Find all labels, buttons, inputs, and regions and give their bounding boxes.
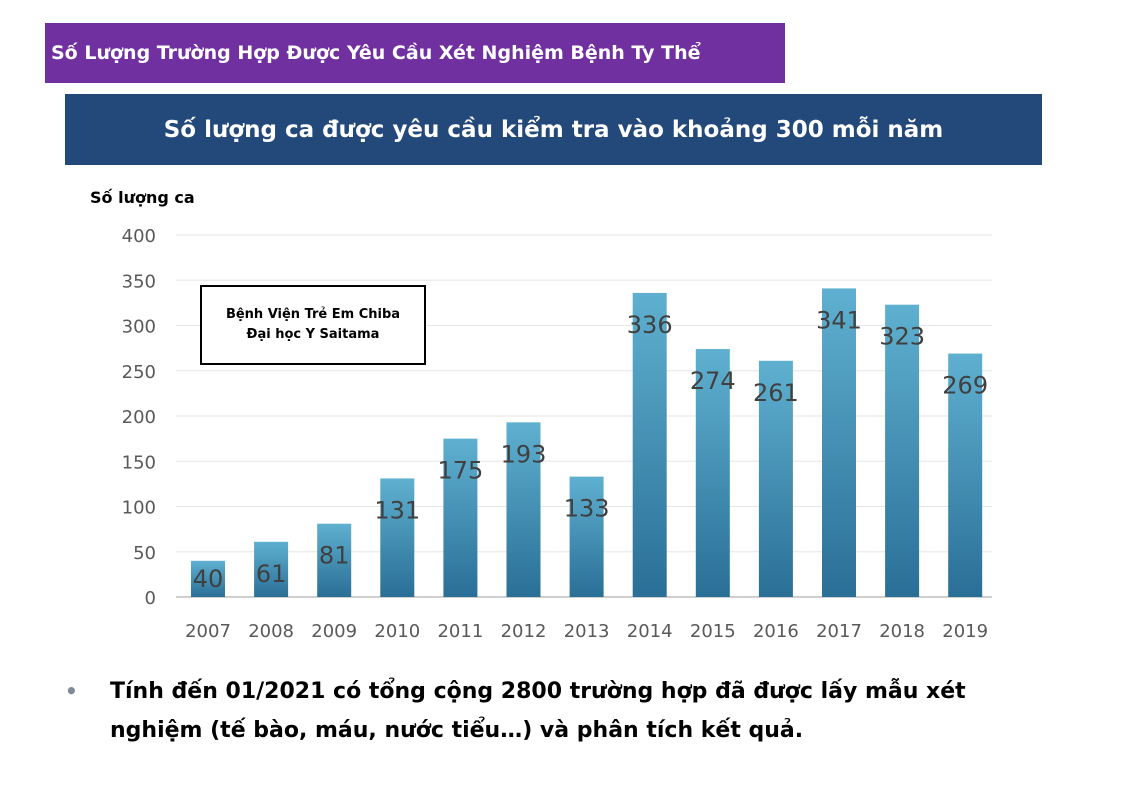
bar-2007 xyxy=(191,560,225,597)
data-label: 323 xyxy=(879,323,925,351)
bullet-icon: • xyxy=(65,679,78,703)
x-tick-label: 2008 xyxy=(248,621,294,642)
x-tick-label: 2009 xyxy=(311,621,357,642)
bar-2014 xyxy=(632,292,667,597)
data-label: 341 xyxy=(816,306,862,334)
y-tick-label: 400 xyxy=(122,226,156,247)
bar-2019 xyxy=(948,353,983,597)
legend-line-2: Đại học Y Saitama xyxy=(246,327,380,342)
bars xyxy=(191,288,983,597)
x-tick-label: 2010 xyxy=(374,621,420,642)
data-label: 133 xyxy=(564,495,610,523)
legend-line-1: Bệnh Viện Trẻ Em Chiba xyxy=(225,307,401,322)
x-tick-label: 2017 xyxy=(816,621,862,642)
x-tick-labels: 2007 2008 2009 2010 2011 2012 2013 2014 2015 2016… xyxy=(185,621,988,642)
data-label: 81 xyxy=(319,542,350,570)
data-label: 269 xyxy=(942,372,988,400)
bar-2010 xyxy=(380,478,415,597)
x-tick-label: 2014 xyxy=(627,621,673,642)
note-text: Tính đến 01/2021 có tổng cộng 2800 trườn… xyxy=(110,679,966,743)
y-axis-label: Số lượng ca xyxy=(90,188,195,207)
data-labels: 40 61 81 131 175 193 133 336 274 261 341 323 269 xyxy=(193,306,988,593)
x-tick-label: 2019 xyxy=(942,621,988,642)
y-tick-label: 200 xyxy=(122,407,156,428)
legend-box: Bệnh Viện Trẻ Em Chiba Đại học Y Saitama xyxy=(200,285,426,365)
bar-2011 xyxy=(443,438,478,597)
x-tick-label: 2012 xyxy=(501,621,547,642)
bar-2008 xyxy=(254,541,289,597)
data-label: 193 xyxy=(501,440,547,468)
x-tick-label: 2013 xyxy=(564,621,610,642)
page-title: Số Lượng Trường Hợp Được Yêu Cầu Xét Ngh… xyxy=(45,23,785,83)
x-tick-label: 2011 xyxy=(437,621,483,642)
x-tick-label: 2018 xyxy=(879,621,925,642)
x-tick-label: 2015 xyxy=(690,621,736,642)
page-subtitle: Số lượng ca được yêu cầu kiểm tra vào kh… xyxy=(65,94,1042,165)
x-tick-label: 2007 xyxy=(185,621,231,642)
y-tick-labels: 0 50 100 150 200 250 300 350 400 xyxy=(122,226,156,609)
y-tick-label: 250 xyxy=(122,362,156,383)
y-tick-label: 100 xyxy=(122,498,156,519)
bar-2013 xyxy=(569,476,604,597)
bar-2012 xyxy=(506,422,541,597)
data-label: 61 xyxy=(256,560,287,588)
note: • Tính đến 01/2021 có tổng cộng 2800 trư… xyxy=(65,672,1025,750)
bar-2009 xyxy=(317,523,352,597)
data-label: 274 xyxy=(690,367,736,395)
x-tick-label: 2016 xyxy=(753,621,799,642)
y-tick-label: 300 xyxy=(122,317,156,338)
bar-2015 xyxy=(695,349,730,597)
y-tick-label: 0 xyxy=(145,588,156,609)
data-label: 175 xyxy=(437,457,483,485)
y-tick-label: 350 xyxy=(122,271,156,292)
data-label: 131 xyxy=(374,496,420,524)
data-label: 336 xyxy=(627,311,673,339)
y-tick-label: 50 xyxy=(133,543,156,564)
bar-2016 xyxy=(758,360,793,597)
data-label: 261 xyxy=(753,379,799,407)
y-tick-label: 150 xyxy=(122,452,156,473)
data-label: 40 xyxy=(193,565,224,593)
bar-2017 xyxy=(822,288,856,597)
bar-2018 xyxy=(885,304,920,597)
